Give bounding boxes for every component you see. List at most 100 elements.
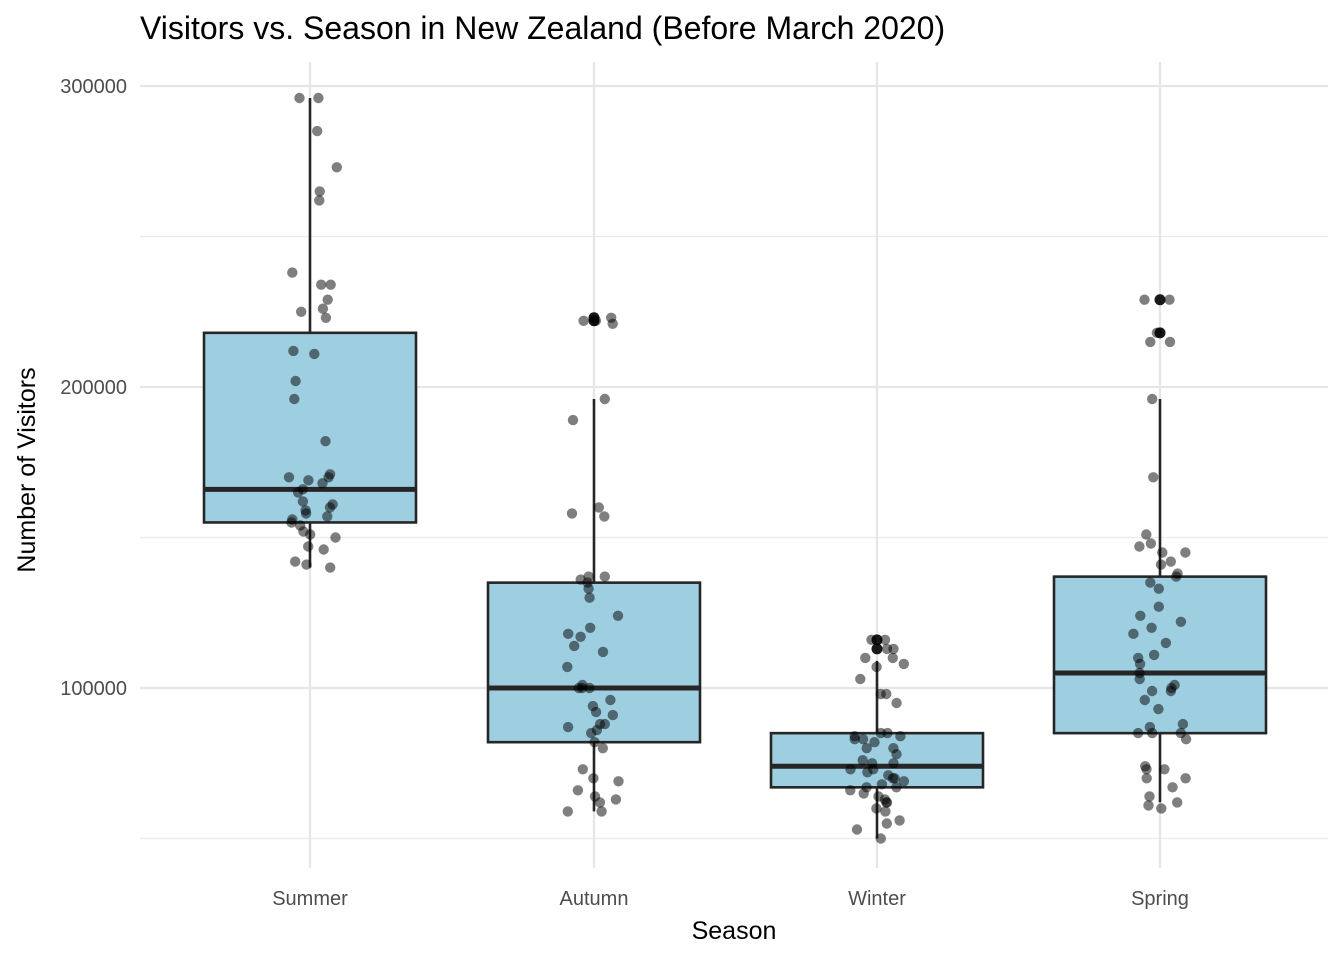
data-point bbox=[881, 818, 892, 829]
data-point bbox=[1141, 529, 1152, 540]
data-point bbox=[862, 767, 873, 778]
data-point bbox=[610, 794, 622, 805]
data-point bbox=[851, 824, 863, 835]
data-point bbox=[898, 658, 909, 670]
data-point bbox=[599, 393, 610, 405]
data-point bbox=[612, 610, 624, 621]
data-point bbox=[316, 279, 327, 290]
data-point bbox=[891, 782, 902, 793]
data-point bbox=[303, 475, 314, 486]
data-point bbox=[1134, 541, 1145, 552]
data-point bbox=[882, 727, 893, 739]
data-point bbox=[1153, 601, 1165, 612]
data-point bbox=[572, 785, 584, 796]
data-point bbox=[590, 706, 602, 718]
data-point bbox=[849, 734, 860, 745]
data-point bbox=[584, 682, 595, 694]
data-point bbox=[599, 718, 610, 730]
data-point bbox=[1157, 547, 1168, 558]
data-point bbox=[562, 661, 573, 673]
data-point bbox=[312, 125, 323, 137]
data-point bbox=[588, 773, 599, 784]
data-point bbox=[288, 345, 299, 357]
data-point bbox=[283, 472, 295, 483]
data-point bbox=[1148, 472, 1159, 483]
data-point bbox=[589, 737, 600, 748]
x-tick-label: Spring bbox=[1131, 888, 1189, 910]
data-point bbox=[1148, 649, 1160, 661]
data-point bbox=[1164, 294, 1175, 305]
data-point bbox=[1139, 694, 1151, 706]
data-point bbox=[1146, 622, 1157, 633]
data-point bbox=[563, 628, 574, 639]
data-point bbox=[888, 758, 899, 769]
data-point bbox=[320, 312, 332, 323]
x-tick-label: Winter bbox=[848, 888, 906, 910]
data-point bbox=[314, 195, 325, 206]
data-point bbox=[573, 682, 584, 694]
data-point bbox=[296, 306, 307, 317]
data-point bbox=[881, 688, 892, 700]
data-point bbox=[569, 640, 580, 652]
data-point bbox=[562, 721, 574, 733]
box-iqr bbox=[202, 331, 418, 524]
data-point bbox=[1134, 658, 1146, 670]
data-point bbox=[289, 393, 300, 405]
data-point bbox=[584, 592, 595, 603]
data-point bbox=[1144, 791, 1155, 802]
data-point bbox=[1165, 685, 1177, 697]
data-point bbox=[594, 797, 606, 808]
data-point bbox=[597, 646, 609, 658]
data-point bbox=[887, 773, 899, 784]
data-point bbox=[894, 815, 905, 826]
data-point bbox=[861, 743, 872, 754]
data-point bbox=[845, 785, 856, 796]
data-point bbox=[297, 496, 309, 507]
data-point bbox=[1156, 803, 1167, 814]
data-point bbox=[880, 806, 891, 817]
data-point bbox=[1153, 703, 1164, 715]
data-point bbox=[1172, 797, 1183, 808]
data-point bbox=[325, 279, 336, 290]
data-point bbox=[845, 764, 856, 775]
data-point bbox=[599, 511, 610, 522]
chart-title: Visitors vs. Season in New Zealand (Befo… bbox=[140, 10, 945, 46]
data-point bbox=[898, 776, 910, 787]
data-point bbox=[1135, 610, 1146, 621]
data-point bbox=[891, 697, 902, 709]
data-point bbox=[290, 556, 301, 567]
y-tick-label: 100000 bbox=[60, 678, 127, 700]
data-point bbox=[1145, 538, 1157, 549]
data-point bbox=[1141, 764, 1152, 775]
data-point bbox=[590, 315, 602, 326]
data-point bbox=[895, 731, 906, 742]
data-point bbox=[1134, 673, 1145, 685]
data-point bbox=[331, 162, 342, 173]
data-point bbox=[1145, 577, 1156, 588]
data-point bbox=[317, 303, 329, 314]
data-point bbox=[287, 267, 298, 278]
data-point bbox=[857, 755, 868, 766]
y-tick-label: 200000 bbox=[60, 377, 127, 399]
data-point bbox=[858, 788, 869, 799]
data-point bbox=[869, 737, 880, 748]
data-point bbox=[577, 764, 588, 775]
data-point bbox=[317, 478, 328, 489]
data-point bbox=[566, 508, 578, 519]
data-point bbox=[875, 833, 886, 844]
data-point bbox=[586, 727, 597, 739]
data-point bbox=[605, 694, 616, 706]
data-point bbox=[292, 487, 304, 498]
data-point bbox=[1180, 734, 1192, 745]
data-point bbox=[1180, 773, 1191, 784]
data-point bbox=[1175, 616, 1187, 627]
data-point bbox=[322, 294, 333, 305]
outlier-point bbox=[1154, 294, 1166, 306]
data-point bbox=[562, 806, 573, 817]
x-axis-title: Season bbox=[692, 917, 777, 945]
outlier-point bbox=[871, 643, 883, 655]
data-point bbox=[1164, 336, 1176, 348]
data-point bbox=[320, 436, 331, 447]
data-point bbox=[1139, 294, 1150, 305]
data-point bbox=[857, 734, 869, 745]
